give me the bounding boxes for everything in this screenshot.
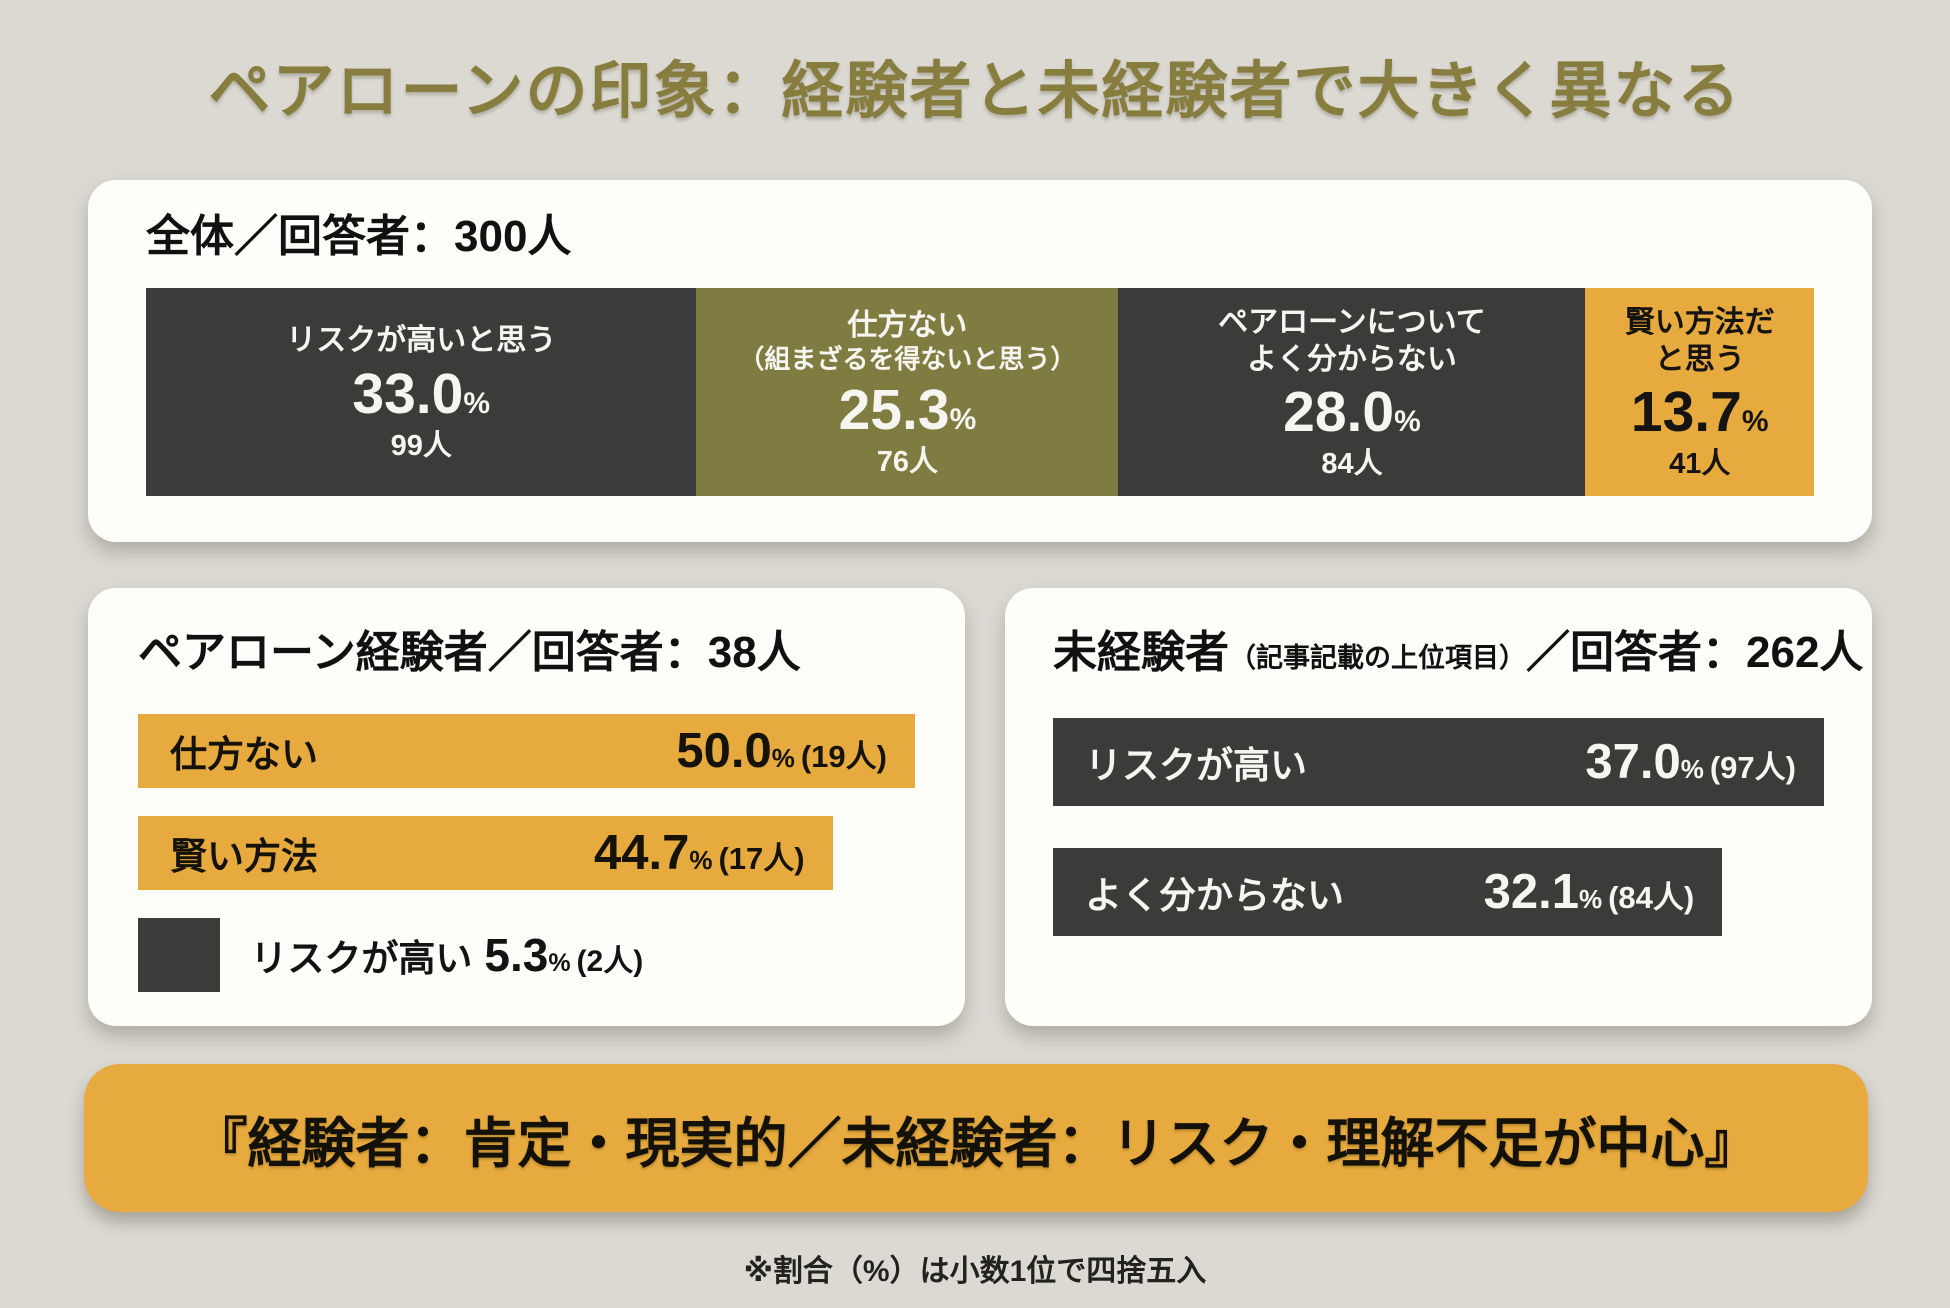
header-note: （記事記載の上位項目）	[1229, 643, 1526, 673]
bar-no-choice: 仕方ない 50.0% (19人)	[138, 714, 915, 789]
mini-bar-swatch	[138, 918, 221, 993]
conclusion-banner: 『経験者：肯定・現実的／未経験者：リスク・理解不足が中心』	[84, 1064, 1868, 1212]
experienced-card: ペアローン経験者／回答者：38人 仕方ない 50.0% (19人) 賢い方法 44…	[88, 588, 965, 1026]
segment-count: 84人	[1321, 448, 1383, 481]
segment-percent: 33.0%	[352, 361, 491, 426]
overall-card: 全体／回答者：300人 リスクが高いと思う 33.0% 99人 仕方ない （組ま…	[88, 180, 1872, 542]
bar-value: 32.1% (84人)	[1483, 864, 1695, 919]
overall-card-header: 全体／回答者：300人	[146, 212, 572, 261]
bar-value: 44.7% (17人)	[593, 825, 805, 880]
segment-label: 仕方ない （組まざるを得ないと思う）	[738, 308, 1077, 375]
bar-smart-method: 賢い方法 44.7% (17人)	[138, 816, 833, 891]
bar-dont-understand: よく分からない 32.1% (84人)	[1053, 848, 1723, 937]
experienced-card-header: ペアローン経験者／回答者：38人	[138, 628, 801, 677]
segment-dont-understand: ペアローンについて よく分からない 28.0% 84人	[1118, 288, 1586, 497]
segment-count: 41人	[1669, 448, 1731, 481]
segment-label: 賢い方法だ と思う	[1624, 306, 1775, 376]
segment-percent: 25.3%	[838, 377, 977, 442]
segment-label: リスクが高いと思う	[286, 324, 557, 358]
inexperienced-card: 未経験者（記事記載の上位項目）／回答者：262人 リスクが高い 37.0% (97…	[1005, 588, 1872, 1026]
segment-count: 76人	[876, 445, 939, 478]
segment-risk-high: リスクが高いと思う 33.0% 99人	[146, 288, 697, 497]
bar-value: 50.0% (19人)	[676, 723, 887, 778]
segment-label: ペアローンについて よく分からない	[1218, 306, 1486, 376]
overall-stacked-bar: リスクが高いと思う 33.0% 99人 仕方ない （組まざるを得ないと思う） 2…	[146, 288, 1814, 497]
segment-smart-method: 賢い方法だ と思う 13.7% 41人	[1585, 288, 1814, 497]
bar-risk-high: リスクが高い 37.0% (97人)	[1053, 718, 1824, 807]
bar-risk-high-small: リスクが高い 5.3% (2人)	[138, 918, 915, 993]
page-title: ペアローンの印象：経験者と未経験者で大きく異なる	[208, 57, 1742, 126]
footnote: ※割合（%）は小数1位で四捨五入	[743, 1255, 1207, 1288]
segment-no-choice: 仕方ない （組まざるを得ないと思う） 25.3% 76人	[696, 288, 1119, 497]
segment-percent: 13.7%	[1630, 380, 1769, 445]
segment-percent: 28.0%	[1283, 380, 1421, 445]
mini-bar-text: リスクが高い 5.3% (2人)	[250, 929, 644, 982]
inexperienced-card-header: 未経験者（記事記載の上位項目）／回答者：262人	[1053, 628, 1864, 677]
segment-count: 99人	[390, 429, 452, 462]
bar-value: 37.0% (97人)	[1585, 734, 1796, 789]
conclusion-text: 『経験者：肯定・現実的／未経験者：リスク・理解不足が中心』	[193, 1113, 1759, 1174]
